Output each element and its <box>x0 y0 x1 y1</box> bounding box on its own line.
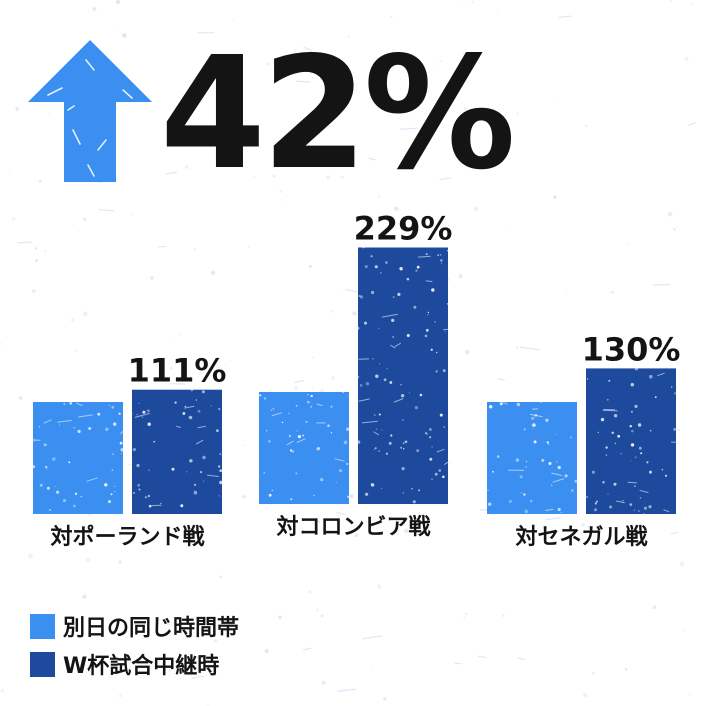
headline-percentage: 42% <box>160 23 516 204</box>
bar-rect <box>132 389 222 514</box>
bar-world-cup-broadcast <box>586 367 677 515</box>
category-label: 対コロンビア戦 <box>276 515 431 540</box>
bar-rect <box>33 402 123 514</box>
legend-item-world-cup-broadcast: W杯試合中継時 <box>30 650 220 679</box>
legend-label: W杯試合中継時 <box>63 654 220 679</box>
legend-item-same-time-other-day: 別日の同じ時間帯 <box>30 612 240 641</box>
up-arrow-icon <box>28 40 152 182</box>
bar-rect <box>487 402 577 514</box>
category-label: 対ポーランド戦 <box>50 524 205 550</box>
bar-rect <box>358 247 448 504</box>
legend-swatch-dark <box>30 651 55 677</box>
data-label: 130% <box>582 330 681 368</box>
legend-label: 別日の同じ時間帯 <box>63 616 240 641</box>
bar-world-cup-broadcast <box>132 389 223 514</box>
legend-swatch-light <box>30 613 55 639</box>
bar-same-time-other-day <box>259 391 350 504</box>
data-label: 111% <box>128 352 227 390</box>
bar-same-time-other-day <box>487 401 578 514</box>
category-label: 対セネガル戦 <box>515 525 648 550</box>
bar-same-time-other-day <box>32 402 124 514</box>
bar-world-cup-broadcast <box>356 244 449 504</box>
bar-rect <box>259 392 349 504</box>
bar-rect <box>586 368 676 514</box>
data-label: 229% <box>354 210 453 248</box>
